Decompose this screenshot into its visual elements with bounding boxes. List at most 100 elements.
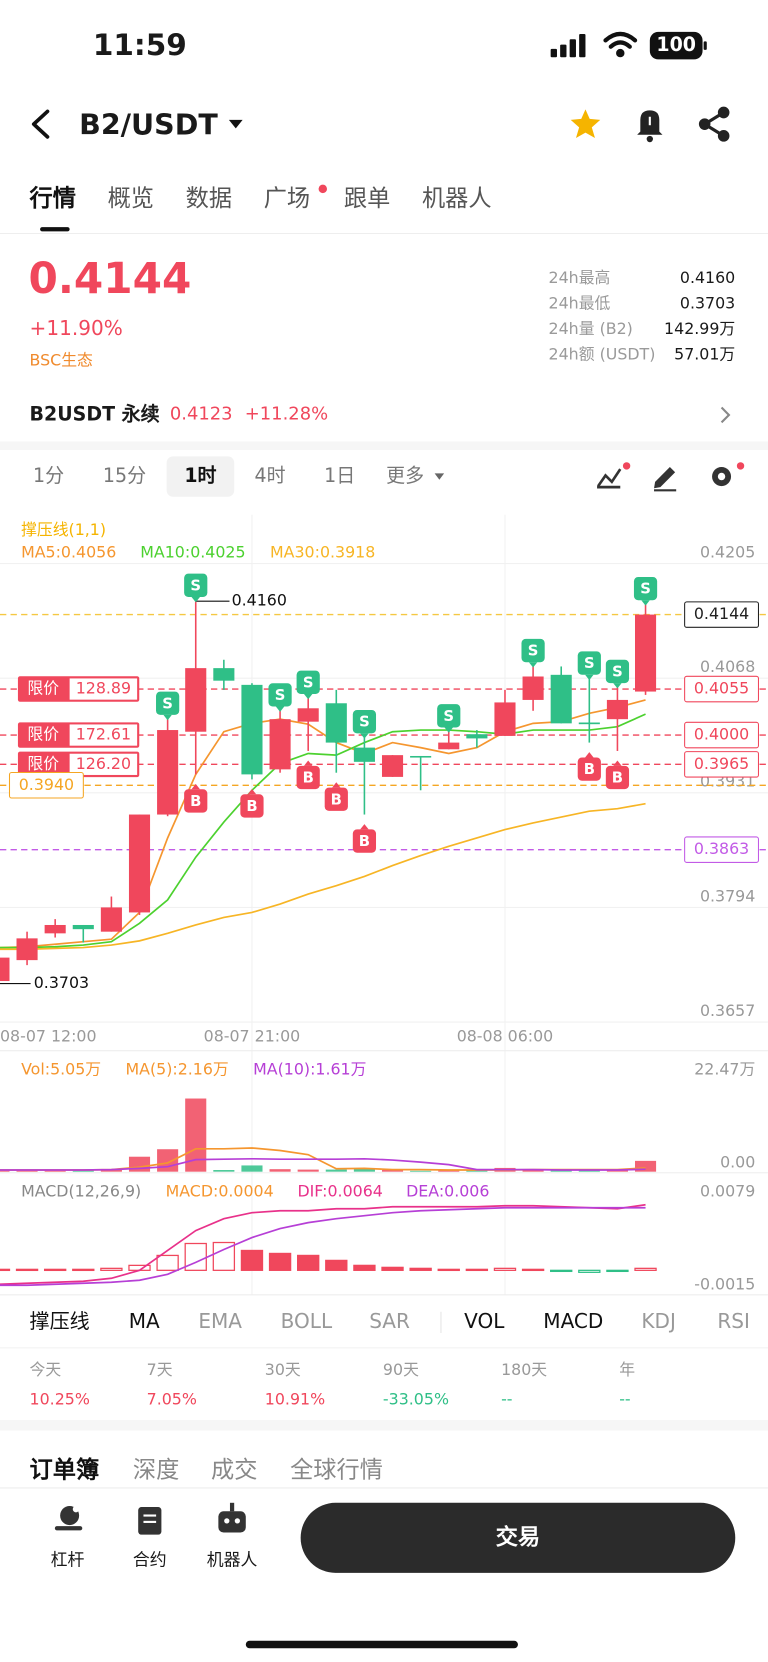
macd-bar xyxy=(297,1254,320,1271)
indicator-tab[interactable]: 撑压线 xyxy=(29,1310,90,1334)
stat-label: 24h最低 xyxy=(548,293,611,313)
signal-marker xyxy=(633,576,658,601)
macd-bar xyxy=(268,1252,292,1271)
ma-line xyxy=(0,713,646,949)
dropdown-icon[interactable] xyxy=(228,119,243,129)
macd-bar xyxy=(550,1269,573,1273)
ecosystem-tag: BSC生态 xyxy=(29,350,93,370)
more-dropdown[interactable] xyxy=(434,473,445,480)
trade-button-label[interactable]: 交易 xyxy=(495,1524,541,1551)
signal-label: S xyxy=(303,674,314,691)
leverage-icon[interactable] xyxy=(54,1505,83,1531)
volume-bar xyxy=(157,1149,179,1172)
contract-icon[interactable] xyxy=(138,1507,162,1535)
back-button[interactable] xyxy=(31,109,50,139)
candle-body xyxy=(466,734,488,739)
indicator-tab[interactable]: BOLL xyxy=(280,1310,333,1334)
signal-pointer xyxy=(444,727,453,733)
candle-body xyxy=(578,722,600,725)
draw-tool[interactable] xyxy=(654,466,677,492)
candle-body xyxy=(494,702,516,736)
alert-icon[interactable] xyxy=(637,110,663,143)
perpetual-name[interactable]: B2USDT 永续 xyxy=(29,403,160,426)
signal-label: B xyxy=(612,770,623,787)
candle-body xyxy=(72,924,94,930)
indicator-tab[interactable]: VOL xyxy=(464,1310,505,1334)
chevron-right[interactable] xyxy=(720,406,731,424)
macd-bar xyxy=(606,1269,629,1273)
macd-tick-label: 0.0079 xyxy=(700,1181,755,1200)
signal-pointer xyxy=(163,714,172,721)
share-icon[interactable] xyxy=(698,106,730,142)
section-tab[interactable]: 订单簿 xyxy=(29,1457,100,1484)
indicator-tab[interactable]: MACD xyxy=(543,1310,604,1334)
pair-title[interactable]: B2/USDT xyxy=(79,108,218,142)
period-label: 90天 xyxy=(382,1360,419,1380)
interval-tab[interactable]: 1时 xyxy=(184,464,217,488)
interval-tab[interactable]: 更多 xyxy=(386,464,425,488)
macd-legend: DEA:0.006 xyxy=(406,1181,489,1200)
period-label: 180天 xyxy=(501,1360,548,1380)
interval-tab[interactable]: 15分 xyxy=(102,464,147,488)
wifi-icon xyxy=(603,31,638,58)
price-tag-label: 0.4055 xyxy=(694,679,749,698)
interval-selected-bg xyxy=(166,456,235,497)
indicator-tab[interactable]: EMA xyxy=(198,1310,243,1334)
indicator-tab[interactable]: RSI xyxy=(717,1310,750,1334)
signal-label: B xyxy=(303,770,314,787)
candle-body xyxy=(325,703,347,743)
tab-indicator xyxy=(40,227,70,232)
ma-line xyxy=(0,699,646,949)
favorite-icon[interactable] xyxy=(570,109,601,138)
toolbar-label[interactable]: 合约 xyxy=(132,1549,167,1570)
status-time: 11:59 xyxy=(92,27,187,63)
legend-title: 撑压线(1,1) xyxy=(21,520,106,539)
section-gap xyxy=(0,1420,768,1431)
nav-tab[interactable]: 跟单 xyxy=(343,185,391,213)
macd-bar xyxy=(15,1268,39,1272)
robot-icon[interactable] xyxy=(218,1502,246,1533)
indicator-tab[interactable]: SAR xyxy=(369,1310,410,1334)
macd-bar xyxy=(578,1269,601,1273)
interval-tab[interactable]: 1日 xyxy=(324,464,356,488)
volume-bar xyxy=(410,1170,432,1172)
section-tab[interactable]: 成交 xyxy=(210,1457,258,1484)
nav-tab[interactable]: 数据 xyxy=(185,185,233,213)
signal-label: S xyxy=(359,714,370,731)
signal-label: B xyxy=(246,798,257,815)
order-amount: 172.61 xyxy=(76,725,131,744)
signal-pointer xyxy=(191,596,200,603)
indicator-tab[interactable]: KDJ xyxy=(641,1310,676,1334)
dif-line xyxy=(0,1203,646,1286)
signal-pointer xyxy=(613,760,622,766)
period-label: 7天 xyxy=(146,1360,173,1380)
signal-pointer xyxy=(585,674,594,681)
trade-button[interactable] xyxy=(300,1502,736,1573)
order-amount-box xyxy=(69,753,138,775)
macd-bar xyxy=(493,1267,517,1271)
nav-tab[interactable]: 广场 xyxy=(263,185,311,213)
nav-tab[interactable]: 行情 xyxy=(29,185,76,213)
settings-tool[interactable] xyxy=(712,466,732,487)
price-tag xyxy=(8,771,84,799)
candle-body xyxy=(241,684,263,775)
toolbar-label[interactable]: 机器人 xyxy=(206,1549,258,1570)
price-tag xyxy=(684,836,760,863)
toolbar-label[interactable]: 杠杆 xyxy=(50,1549,85,1570)
candle-body xyxy=(438,742,460,750)
nav-tab[interactable]: 机器人 xyxy=(421,185,492,213)
nav-tab[interactable]: 概览 xyxy=(107,185,155,213)
signal-label: B xyxy=(190,793,201,810)
signal-label: S xyxy=(162,695,173,712)
macd-bar xyxy=(72,1268,95,1272)
section-tab[interactable]: 深度 xyxy=(132,1457,180,1484)
dea-line xyxy=(0,1206,646,1287)
price-tag-label: 0.3863 xyxy=(694,839,749,858)
interval-tab[interactable]: 1分 xyxy=(32,464,65,488)
indicator-tab[interactable]: MA xyxy=(128,1310,160,1334)
indicator-tool[interactable] xyxy=(597,468,622,489)
section-tab[interactable]: 全球行情 xyxy=(290,1457,383,1484)
macd-bar xyxy=(381,1266,404,1271)
interval-tab[interactable]: 4时 xyxy=(254,464,286,488)
signal-marker xyxy=(577,651,601,675)
